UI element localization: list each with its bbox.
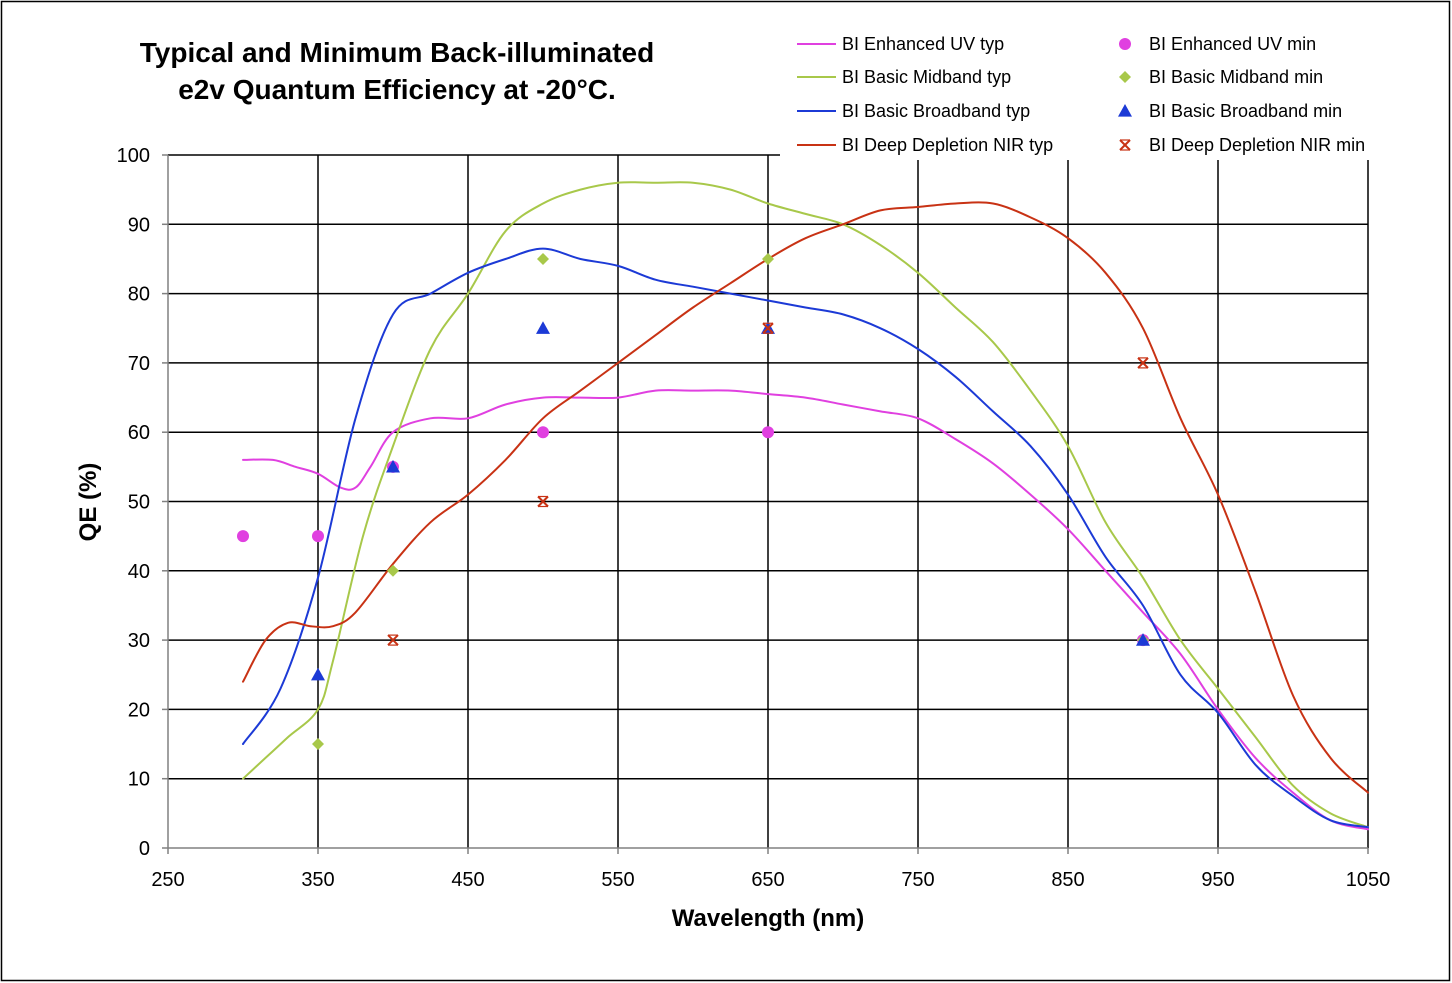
- series-line-bi-basic-midband-typ: [242, 181, 1369, 829]
- point-bi-deep-depletion-nir-min-650: [762, 322, 774, 334]
- legend-swatch-bi-basic-broadband-min: [1118, 104, 1132, 117]
- tick-labels: 0 10 20 30 40 50 60 70 80 90 100 250 350 450 550 650 750…: [117, 145, 1391, 891]
- y-tick-label-30: 30: [128, 630, 150, 652]
- point-bi-basic-broadband-min-400: [386, 459, 400, 473]
- y-tick-label-20: 20: [128, 699, 150, 721]
- y-tick-label-10: 10: [128, 769, 150, 791]
- legend-swatch-bi-enhanced-uv-min: [1119, 38, 1131, 50]
- legend-label-bi-deep-depletion-nir-typ: BI Deep Depletion NIR typ: [842, 135, 1053, 155]
- x-tick-label-250: 250: [151, 869, 184, 891]
- legend-label-bi-enhanced-uv-typ: BI Enhanced UV typ: [842, 34, 1004, 54]
- legend-label-bi-basic-broadband-typ: BI Basic Broadband typ: [842, 101, 1030, 121]
- legend-swatch-bi-basic-midband-min: [1119, 71, 1131, 83]
- y-tick-label-60: 60: [128, 422, 150, 444]
- point-bi-enhanced-uv-min-300: [237, 530, 249, 543]
- chart-title-line-1: Typical and Minimum Back-illuminated: [140, 37, 654, 68]
- x-tick-label-450: 450: [451, 869, 484, 891]
- point-bi-deep-depletion-nir-min-900: [1137, 357, 1149, 369]
- legend-label-bi-basic-broadband-min: BI Basic Broadband min: [1149, 101, 1342, 121]
- legend-label-bi-basic-midband-min: BI Basic Midband min: [1149, 67, 1323, 87]
- y-tick-label-90: 90: [128, 214, 150, 236]
- point-bi-deep-depletion-nir-min-400: [387, 634, 399, 646]
- grid-lines: [162, 154, 1369, 854]
- y-tick-label-80: 80: [128, 284, 150, 306]
- y-axis-label: QE (%): [75, 463, 102, 542]
- x-tick-label-350: 350: [301, 869, 334, 891]
- x-tick-label-750: 750: [901, 869, 934, 891]
- y-tick-label-50: 50: [128, 492, 150, 514]
- series-lines: [242, 181, 1369, 831]
- y-tick-label-0: 0: [139, 838, 150, 860]
- point-bi-basic-broadband-min-500: [536, 321, 550, 334]
- point-bi-enhanced-uv-min-650: [762, 426, 774, 439]
- point-bi-enhanced-uv-min-500: [537, 426, 549, 439]
- point-bi-basic-midband-min-650: [762, 252, 774, 265]
- point-bi-basic-midband-min-400: [387, 564, 399, 577]
- point-bi-enhanced-uv-min-350: [312, 530, 324, 543]
- legend: BI Enhanced UV typ BI Basic Midband typ BI…: [780, 20, 1400, 160]
- legend-swatch-bi-deep-depletion-nir-min: [1119, 139, 1131, 151]
- legend-label-bi-deep-depletion-nir-min: BI Deep Depletion NIR min: [1149, 135, 1365, 155]
- point-bi-deep-depletion-nir-min-500: [537, 495, 549, 508]
- series-markers: [237, 252, 1150, 751]
- x-axis-label: Wavelength (nm): [672, 905, 864, 932]
- y-tick-label-40: 40: [128, 561, 150, 583]
- series-line-bi-enhanced-uv-typ: [242, 389, 1369, 831]
- point-bi-basic-broadband-min-350: [311, 667, 325, 681]
- x-tick-label-1050: 1050: [1346, 869, 1391, 891]
- y-tick-label-100: 100: [117, 145, 150, 167]
- point-bi-basic-broadband-min-900: [1136, 633, 1150, 646]
- x-tick-label-650: 650: [751, 869, 784, 891]
- legend-label-bi-basic-midband-typ: BI Basic Midband typ: [842, 67, 1011, 87]
- point-bi-basic-midband-min-500: [537, 252, 549, 265]
- chart-title-line-2: e2v Quantum Efficiency at -20°C.: [178, 74, 616, 105]
- x-tick-label-950: 950: [1201, 869, 1234, 891]
- legend-label-bi-enhanced-uv-min: BI Enhanced UV min: [1149, 34, 1316, 54]
- x-tick-label-850: 850: [1051, 869, 1084, 891]
- series-line-bi-basic-broadband-typ: [242, 247, 1369, 829]
- x-tick-label-550: 550: [601, 869, 634, 891]
- legend-background: [780, 20, 1400, 160]
- series-line-bi-deep-depletion-nir-typ: [242, 201, 1369, 794]
- point-bi-basic-midband-min-350: [312, 738, 324, 751]
- y-tick-label-70: 70: [128, 353, 150, 375]
